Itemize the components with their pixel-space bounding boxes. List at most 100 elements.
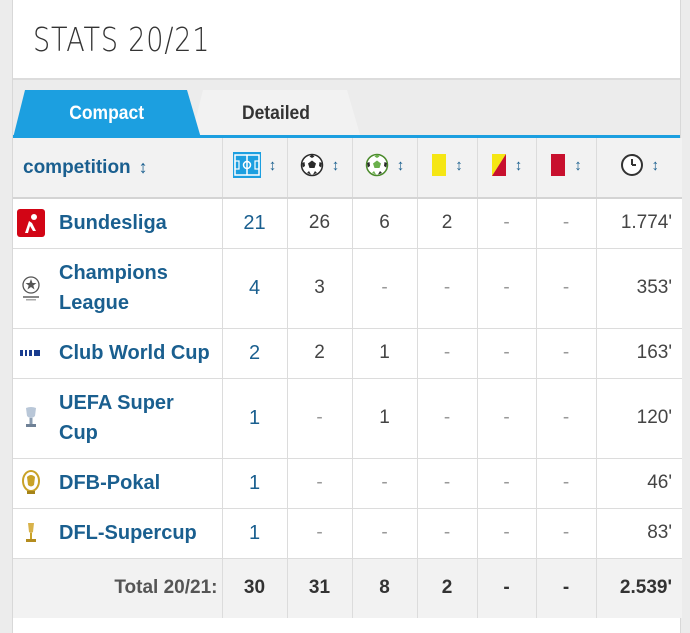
- header-yellow-cards[interactable]: ↕: [417, 138, 478, 199]
- goals-cell: 26: [287, 198, 353, 249]
- apps-link[interactable]: 1: [222, 458, 288, 509]
- yellow-cell: -: [417, 508, 478, 559]
- competition-cell: Bundesliga: [13, 198, 223, 249]
- red-cell: -: [536, 458, 597, 509]
- tab-detailed[interactable]: Detailed: [191, 90, 361, 138]
- table-row: Champions League 4 3 - - - - 353': [13, 248, 682, 329]
- table-row: Club World Cup 2 2 1 - - - 163': [13, 328, 682, 379]
- goals-cell: 2: [287, 328, 353, 379]
- yellow-cell: -: [417, 328, 478, 379]
- assists-cell: 1: [352, 378, 418, 459]
- total-yellow: 2: [417, 558, 478, 618]
- tab-underline: [13, 135, 680, 138]
- total-goals: 31: [287, 558, 353, 618]
- table-header-row: competition ↕ ↕: [13, 138, 682, 199]
- clock-icon: [620, 154, 643, 176]
- red-cell: -: [536, 508, 597, 559]
- goals-cell: -: [287, 378, 353, 459]
- goals-cell: 3: [287, 248, 353, 329]
- competition-link[interactable]: Champions League: [59, 262, 168, 314]
- header-goals[interactable]: ↕: [287, 138, 353, 199]
- apps-link[interactable]: 1: [222, 508, 288, 559]
- minutes-cell: 163': [596, 328, 682, 379]
- total-label: Total 20/21:: [13, 558, 223, 618]
- goals-cell: -: [287, 458, 353, 509]
- competition-cell: DFB-Pokal: [13, 458, 223, 509]
- apps-link[interactable]: 1: [222, 378, 288, 459]
- total-apps: 30: [222, 558, 288, 618]
- table-row: UEFA Super Cup 1 - 1 - - - 120': [13, 378, 682, 459]
- sort-icon: ↕: [651, 156, 660, 174]
- header-competition[interactable]: competition ↕: [13, 138, 223, 199]
- yellow-red-cell: -: [477, 248, 537, 329]
- fifa-logo-icon: [17, 339, 45, 367]
- assists-cell: -: [352, 508, 418, 559]
- sort-icon: ↕: [268, 156, 277, 174]
- sort-icon: ↕: [455, 156, 463, 174]
- assists-cell: 6: [352, 198, 418, 249]
- total-minutes: 2.539': [596, 558, 682, 618]
- header-red-cards[interactable]: ↕: [536, 138, 597, 199]
- header-assists[interactable]: ↕: [352, 138, 418, 199]
- competition-link[interactable]: DFL-Supercup: [59, 522, 197, 544]
- yellow-cell: 2: [417, 198, 478, 249]
- apps-link[interactable]: 4: [222, 248, 288, 329]
- tab-compact[interactable]: Compact: [13, 90, 201, 138]
- football-icon: [300, 153, 323, 177]
- stats-card: STATS 20/21 Detailed Compact competition…: [12, 0, 682, 633]
- minutes-cell: 1.774': [596, 198, 682, 249]
- tab-bar: Detailed Compact: [13, 80, 680, 138]
- yellow-red-cell: -: [477, 378, 537, 459]
- assist-ball-icon: [365, 153, 388, 177]
- header-appearances[interactable]: ↕: [222, 138, 288, 199]
- yellow-red-card-icon: [491, 154, 506, 176]
- competition-cell: DFL-Supercup: [13, 508, 223, 559]
- competition-cell: Champions League: [13, 248, 223, 329]
- apps-link[interactable]: 21: [222, 198, 288, 249]
- header-minutes[interactable]: ↕: [596, 138, 682, 199]
- yellow-red-cell: -: [477, 328, 537, 379]
- pitch-icon: [232, 152, 261, 178]
- tab-compact-label: Compact: [69, 103, 145, 124]
- uefa-super-cup-logo-icon: [17, 404, 45, 432]
- dfb-pokal-logo-icon: [17, 469, 45, 497]
- assists-cell: 1: [352, 328, 418, 379]
- red-cell: -: [536, 198, 597, 249]
- yellow-red-cell: -: [477, 508, 537, 559]
- competition-link[interactable]: Bundesliga: [59, 212, 167, 235]
- red-cell: -: [536, 378, 597, 459]
- tab-detailed-label: Detailed: [241, 103, 310, 124]
- sort-icon: ↕: [514, 156, 523, 174]
- competition-cell: Club World Cup: [13, 328, 223, 379]
- sort-icon: ↕: [331, 156, 340, 174]
- bundesliga-logo-icon: [17, 209, 45, 238]
- competition-cell: UEFA Super Cup: [13, 378, 223, 459]
- apps-link[interactable]: 2: [222, 328, 288, 379]
- header-competition-label: competition: [23, 156, 131, 178]
- total-assists: 8: [352, 558, 418, 618]
- stats-table: competition ↕ ↕: [13, 138, 682, 618]
- yellow-cell: -: [417, 378, 478, 459]
- assists-cell: -: [352, 248, 418, 329]
- red-cell: -: [536, 248, 597, 329]
- competition-link[interactable]: DFB-Pokal: [59, 472, 161, 494]
- minutes-cell: 46': [596, 458, 682, 509]
- red-card-icon: [551, 154, 566, 176]
- yellow-red-cell: -: [477, 198, 537, 249]
- yellow-red-cell: -: [477, 458, 537, 509]
- competition-link[interactable]: Club World Cup: [59, 342, 210, 364]
- title-bar: STATS 20/21: [13, 0, 680, 80]
- sort-icon: ↕: [396, 156, 405, 174]
- table-row: Bundesliga 21 26 6 2 - - 1.774': [13, 198, 682, 249]
- table-row: DFB-Pokal 1 - - - - - 46': [13, 458, 682, 509]
- yellow-card-icon: [432, 154, 447, 176]
- sort-icon: ↕: [138, 157, 148, 177]
- table-row: DFL-Supercup 1 - - - - - 83': [13, 508, 682, 559]
- minutes-cell: 120': [596, 378, 682, 459]
- total-row: Total 20/21: 30 31 8 2 - - 2.539': [13, 558, 682, 618]
- header-yellow-red-cards[interactable]: ↕: [477, 138, 537, 199]
- competition-link[interactable]: UEFA Super Cup: [59, 392, 174, 444]
- page-title: STATS 20/21: [33, 20, 211, 59]
- yellow-cell: -: [417, 458, 478, 509]
- minutes-cell: 83': [596, 508, 682, 559]
